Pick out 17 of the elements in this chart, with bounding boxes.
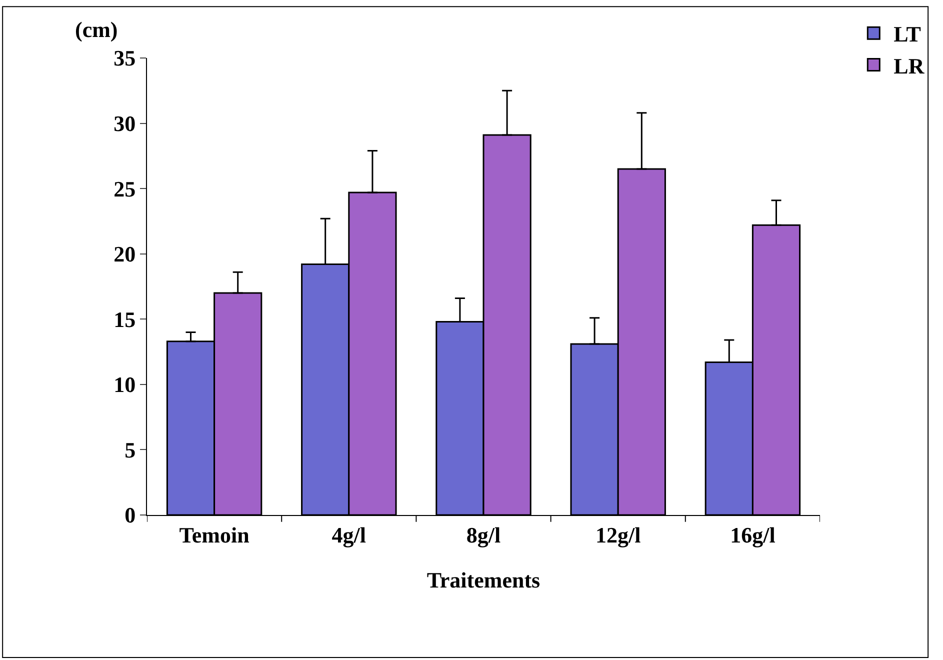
legend-label: LT xyxy=(894,22,922,47)
y-tick-label: 15 xyxy=(114,306,136,332)
y-tick-label: 35 xyxy=(114,46,136,71)
x-tick-label: 4g/l xyxy=(332,522,366,548)
y-axis-title: (cm) xyxy=(75,17,118,42)
y-tick-label: 30 xyxy=(114,110,136,136)
x-tick-label: 12g/l xyxy=(595,522,641,548)
legend-label: LR xyxy=(894,53,926,78)
x-tick-label: Temoin xyxy=(179,522,250,548)
y-tick-label: 25 xyxy=(114,176,136,202)
y-tick-label: 20 xyxy=(114,242,136,267)
x-tick-label: 16g/l xyxy=(730,522,776,548)
x-axis-title: Traitements xyxy=(426,567,541,592)
y-tick-label: 5 xyxy=(124,437,136,462)
x-tick-label: 8g/l xyxy=(466,522,501,548)
y-tick-label: 0 xyxy=(124,502,136,528)
y-tick-label: 10 xyxy=(114,372,136,398)
